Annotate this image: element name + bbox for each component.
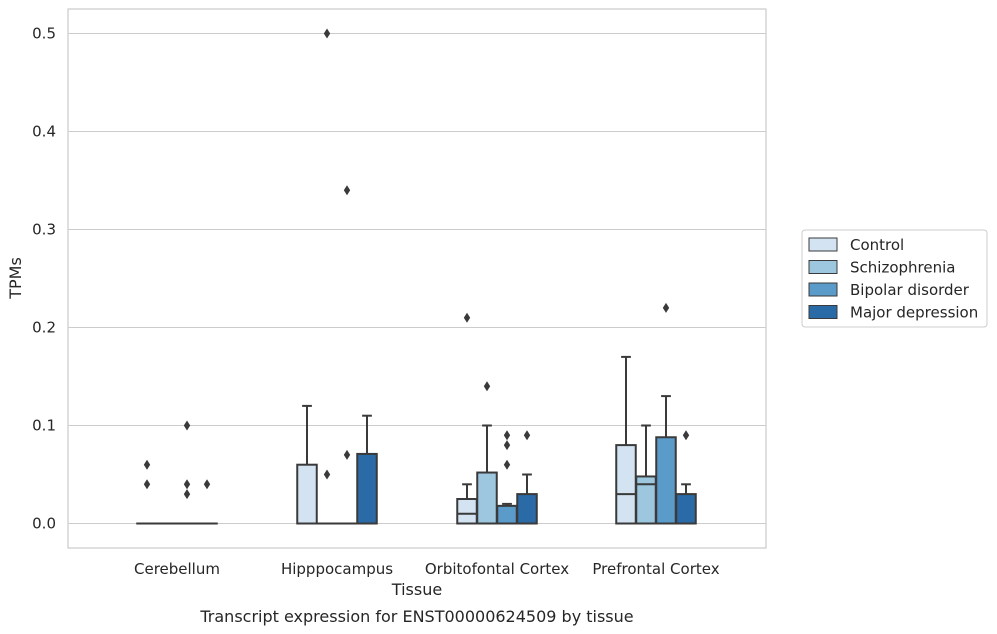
box-control-2 — [456, 312, 478, 525]
box-bipolar-disorder-3 — [655, 302, 677, 525]
outlier-point — [343, 449, 351, 460]
legend: Control Schizophrenia Bipolar disorder Majo… — [801, 229, 988, 328]
box-control-1 — [296, 404, 318, 525]
outlier-point — [323, 469, 331, 480]
box-control-0 — [136, 459, 158, 525]
x-tick-label: Orbitofontal Cortex — [425, 560, 569, 578]
y-tick-label: 0.0 — [32, 515, 56, 533]
x-axis-title: Tissue — [391, 580, 442, 599]
outlier-point — [523, 430, 531, 441]
legend-swatch — [808, 237, 838, 252]
outlier-point — [463, 312, 471, 323]
x-tick-label: Cerebellum — [134, 560, 220, 578]
outlier-point — [323, 28, 331, 39]
box-bipolar-disorder-1 — [336, 185, 358, 525]
chart-caption: Transcript expression for ENST0000062450… — [199, 607, 633, 626]
box-body — [496, 504, 518, 525]
x-tick-label: Prefrontal Cortex — [592, 560, 719, 578]
plot-frame — [67, 8, 767, 549]
outlier-point — [662, 302, 670, 313]
outlier-point — [483, 381, 491, 392]
legend-frame — [801, 229, 988, 328]
box-body — [356, 452, 378, 525]
box-body — [615, 444, 637, 525]
box-major-depression-0 — [196, 479, 218, 525]
x-axis-ticks: Cerebellum Hipppocampus Orbitofontal Corte… — [134, 560, 720, 578]
y-tick-label: 0.4 — [32, 123, 56, 141]
outlier-point — [203, 479, 211, 490]
legend-swatch — [808, 305, 838, 319]
box-schizophrenia-3 — [635, 424, 657, 525]
box-body — [675, 493, 697, 525]
outlier-point — [503, 440, 511, 451]
outlier-point — [682, 430, 690, 441]
box-schizophrenia-2 — [476, 381, 498, 525]
y-tick-label: 0.3 — [32, 221, 56, 239]
y-axis-title: TPMs — [6, 257, 25, 300]
plot-area — [136, 28, 697, 525]
y-axis-ticks: 0.0 0.1 0.2 0.3 0.4 0.5 — [32, 25, 56, 533]
box-body — [516, 493, 538, 525]
x-tick-label: Hipppocampus — [281, 560, 393, 578]
legend-label: Control — [850, 236, 904, 254]
box-body — [296, 463, 318, 525]
legend-label: Major depression — [850, 304, 978, 322]
outlier-point — [143, 459, 151, 470]
y-tick-label: 0.5 — [32, 25, 56, 43]
legend-label: Schizophrenia — [850, 259, 955, 277]
box-body — [655, 436, 677, 525]
box-control-3 — [615, 355, 637, 525]
box-bipolar-disorder-0 — [176, 420, 198, 525]
outlier-point — [183, 479, 191, 490]
outlier-point — [183, 489, 191, 500]
box-major-depression-3 — [675, 430, 697, 525]
legend-swatch — [808, 260, 838, 274]
box-body — [476, 471, 498, 525]
outlier-point — [183, 420, 191, 431]
y-tick-label: 0.2 — [32, 319, 56, 337]
y-tick-label: 0.1 — [32, 417, 56, 435]
outlier-point — [503, 459, 511, 470]
box-major-depression-2 — [516, 430, 538, 525]
outlier-point — [143, 479, 151, 490]
box-bipolar-disorder-2 — [496, 430, 518, 525]
outlier-point — [503, 430, 511, 441]
legend-swatch — [808, 282, 838, 297]
box-schizophrenia-1 — [316, 28, 338, 525]
box-body — [456, 498, 478, 525]
outlier-point — [343, 185, 351, 196]
legend-label: Bipolar disorder — [850, 281, 970, 299]
box-major-depression-1 — [356, 414, 378, 525]
